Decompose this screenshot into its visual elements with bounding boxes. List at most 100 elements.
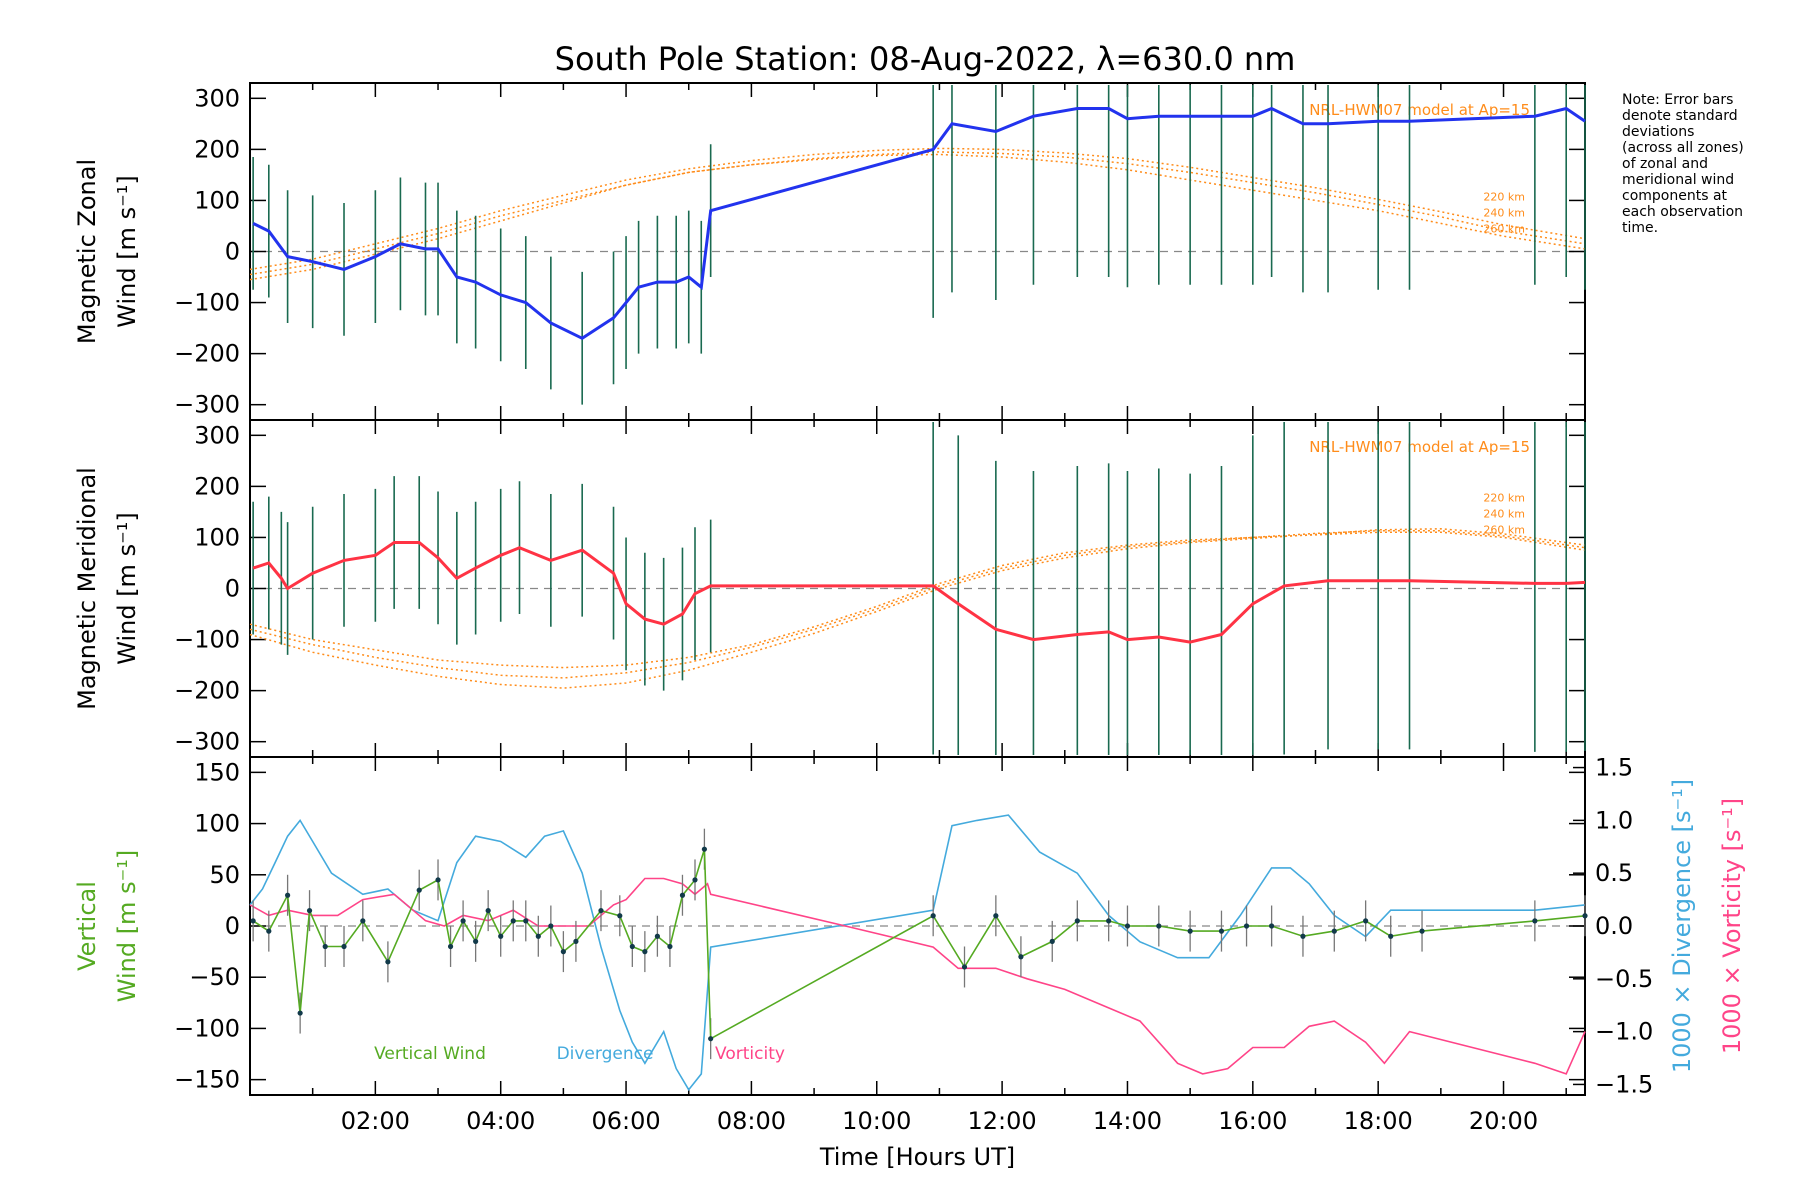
altitude-label: 220 km <box>1483 190 1525 203</box>
x-tick-label: 02:00 <box>341 1107 410 1135</box>
y-tick-label: 100 <box>194 186 240 214</box>
vertical-wind-point <box>1187 928 1193 934</box>
divergence-line <box>249 814 1586 1092</box>
vorticity-line <box>249 877 1586 1075</box>
y-tick-label: 100 <box>194 810 240 838</box>
y-tick-label: −200 <box>174 677 240 705</box>
y-tick-label: 0 <box>225 912 240 940</box>
chart-title: South Pole Station: 08-Aug-2022, λ=630.0… <box>555 40 1296 78</box>
vertical-wind-point <box>306 908 313 914</box>
vertical-wind-point <box>385 959 391 965</box>
right-y-axis-label-vorticity: 1000 × Vorticity [s⁻¹] <box>1718 798 1746 1054</box>
vertical-wind-point <box>447 943 454 950</box>
vertical-wind-point <box>617 913 623 919</box>
right-y-axis-label-divergence: 1000 × Divergence [s⁻¹] <box>1668 779 1696 1073</box>
right-tick-label: −1.5 <box>1595 1070 1653 1098</box>
vertical-wind-point <box>1218 928 1225 934</box>
wind-series-line <box>252 106 1586 341</box>
vertical-wind-point <box>1388 933 1394 939</box>
vertical-wind-point <box>341 943 347 950</box>
vertical-wind-point <box>1419 928 1425 934</box>
x-tick-label: 18:00 <box>1344 1107 1413 1135</box>
wind-series-line <box>252 541 1586 644</box>
vertical-wind-point <box>708 1036 714 1042</box>
vertical-wind-point <box>1532 918 1538 924</box>
vertical-wind-point <box>535 933 541 939</box>
altitude-label: 240 km <box>1483 508 1525 521</box>
y-tick-label: 300 <box>194 84 240 112</box>
vertical-wind-point <box>1269 923 1275 929</box>
x-tick-label: 04:00 <box>466 1107 535 1135</box>
altitude-label: 260 km <box>1483 524 1525 537</box>
y-tick-label: −200 <box>174 340 240 368</box>
right-tick-label: 0.5 <box>1595 859 1633 887</box>
panel-vertical: 150 100 50 0 −50 −100 −150 Vertical Wind [m s⁻¹]… <box>73 754 1746 1171</box>
model-curve <box>249 531 1586 669</box>
y-axis-label: Magnetic Meridional <box>73 467 101 710</box>
model-curve <box>249 153 1586 281</box>
vertical-wind-point <box>629 943 635 950</box>
y-tick-label: −100 <box>174 289 240 317</box>
x-axis-label: Time [Hours UT] <box>819 1143 1015 1171</box>
vertical-wind-point <box>510 918 516 924</box>
vertical-wind-point <box>1582 913 1588 919</box>
vertical-wind-point <box>285 892 291 898</box>
right-tick-label: 1.5 <box>1595 754 1633 782</box>
vertical-wind-point <box>1018 954 1024 960</box>
vertical-wind-point <box>654 933 660 939</box>
vertical-wind-point <box>1331 928 1337 934</box>
model-curve <box>249 151 1586 276</box>
y-tick-label: 0 <box>225 238 240 266</box>
vertical-wind-line <box>252 848 1586 1041</box>
vertical-wind-point <box>250 918 256 924</box>
y-tick-label: 100 <box>194 523 240 551</box>
vertical-wind-point <box>679 892 686 898</box>
vertical-wind-point <box>930 913 936 919</box>
altitude-label: 260 km <box>1483 222 1525 235</box>
vertical-wind-point <box>322 943 328 950</box>
note-text: Note: Error bars denote standard deviati… <box>1622 92 1748 236</box>
vertical-wind-point <box>667 943 673 950</box>
y-tick-label: −300 <box>174 728 240 756</box>
legend-divergence: Divergence <box>557 1044 654 1064</box>
vertical-wind-point <box>560 949 566 955</box>
vertical-wind-point <box>498 933 504 939</box>
vertical-wind-point <box>485 908 491 914</box>
vertical-wind-point <box>993 913 999 919</box>
vertical-wind-point <box>642 949 648 955</box>
right-tick-label: 0.0 <box>1595 912 1633 940</box>
altitude-label: 240 km <box>1483 206 1525 219</box>
right-tick-label: −1.0 <box>1595 1018 1653 1046</box>
x-tick-label: 12:00 <box>968 1107 1037 1135</box>
vertical-wind-point <box>1074 918 1080 924</box>
y-tick-label: 200 <box>194 135 240 163</box>
vertical-wind-point <box>1049 938 1055 944</box>
x-tick-label: 14:00 <box>1093 1107 1162 1135</box>
vertical-wind-point <box>360 918 366 924</box>
y-tick-label: −150 <box>174 1066 240 1094</box>
x-tick-label: 08:00 <box>717 1107 786 1135</box>
vertical-wind-point <box>573 938 579 944</box>
y-tick-label: −300 <box>174 391 240 419</box>
vertical-wind-point <box>416 887 422 893</box>
model-curve <box>249 530 1586 679</box>
y-tick-label: 0 <box>225 575 240 603</box>
legend-vorticity: Vorticity <box>715 1044 785 1064</box>
right-tick-label: 1.0 <box>1595 806 1633 834</box>
vertical-wind-point <box>1106 918 1112 924</box>
vertical-wind-point <box>598 908 604 914</box>
y-axis-label: Magnetic Zonal <box>73 159 101 344</box>
right-tick-label: −0.5 <box>1595 965 1653 993</box>
vertical-wind-point <box>692 877 698 883</box>
panel-zonal: 300 200 100 0 −100 −200 −300 Magnetic Zonal Wind… <box>73 82 1586 421</box>
y-axis-label: Wind [m s⁻¹] <box>113 512 141 664</box>
y-tick-label: 300 <box>194 421 240 449</box>
vertical-wind-point <box>1243 923 1250 929</box>
panel-meridional: 300 200 100 0 −100 −200 −300 Magnetic Meridiona… <box>73 419 1586 758</box>
model-curve <box>249 528 1586 689</box>
vertical-wind-point <box>523 918 529 924</box>
vertical-wind-point <box>1300 933 1306 939</box>
legend-vertical: Vertical Wind <box>374 1044 486 1064</box>
vertical-wind-point <box>961 964 968 970</box>
